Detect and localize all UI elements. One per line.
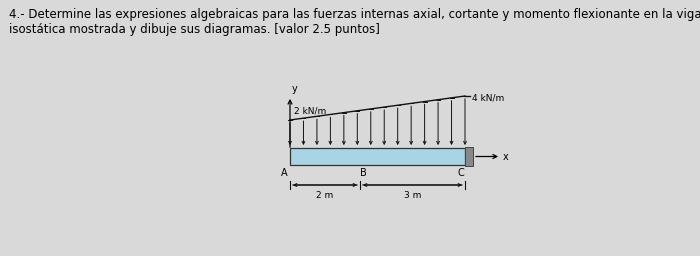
Text: 4 kN/m: 4 kN/m	[472, 93, 504, 102]
Text: A: A	[281, 168, 288, 178]
Text: 3 m: 3 m	[404, 191, 421, 200]
Text: C: C	[457, 168, 464, 178]
Text: B: B	[360, 168, 367, 178]
Text: x: x	[503, 152, 509, 162]
Text: 4.- Determine las expresiones algebraicas para las fuerzas internas axial, corta: 4.- Determine las expresiones algebraica…	[9, 8, 700, 36]
Text: 2 kN/m: 2 kN/m	[294, 107, 326, 116]
Bar	[290, 148, 465, 165]
Text: y: y	[292, 84, 298, 94]
Text: 2 m: 2 m	[316, 191, 334, 200]
Bar	[465, 147, 473, 166]
